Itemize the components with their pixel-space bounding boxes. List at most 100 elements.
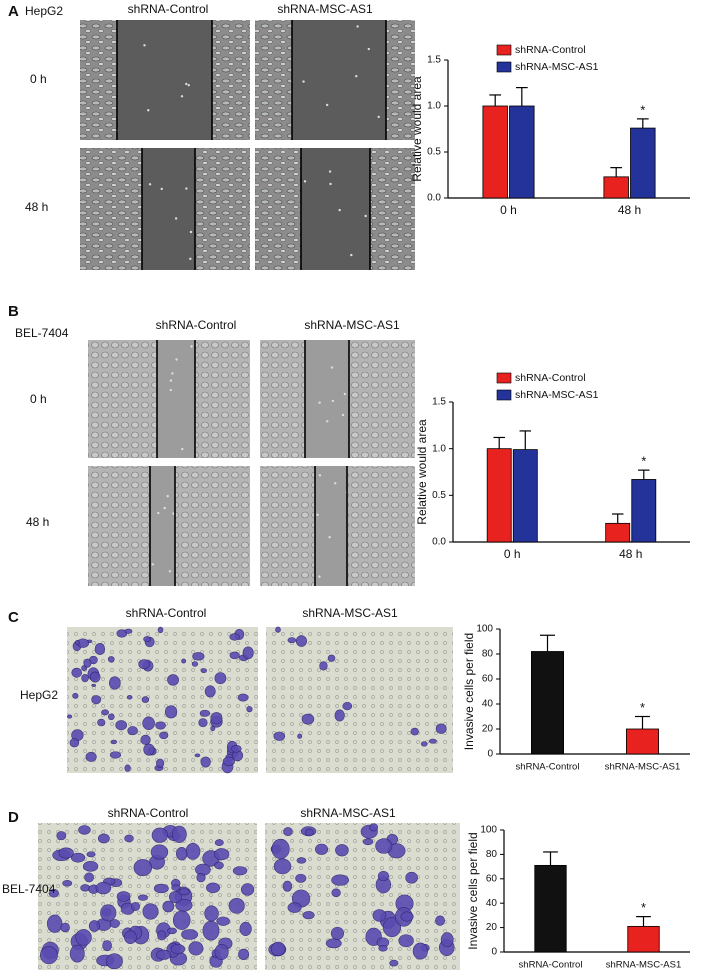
stained-cell [39, 946, 58, 965]
debris [190, 345, 193, 348]
debris [325, 103, 329, 107]
stained-cell [181, 658, 187, 664]
stained-cell [206, 882, 221, 893]
debris [180, 95, 184, 98]
stained-cell [375, 838, 393, 854]
stained-cell [198, 718, 208, 728]
stained-cell [62, 880, 73, 887]
bar [531, 651, 565, 755]
wound-gap [150, 466, 175, 586]
stained-cell [107, 713, 115, 721]
stained-cell [60, 922, 70, 933]
wound-gap [142, 148, 195, 270]
debris [172, 512, 175, 515]
stained-cell [172, 910, 191, 930]
stained-cell [97, 718, 106, 727]
stained-cell [420, 741, 428, 747]
debris [181, 447, 184, 451]
stained-cell [100, 904, 117, 922]
panel-label: A [8, 3, 19, 20]
stained-cell [155, 721, 166, 730]
stained-cell [153, 883, 169, 894]
stained-cell [164, 705, 178, 719]
stained-cell [196, 872, 206, 883]
panel-label: B [8, 303, 19, 320]
y-tick-label: 80 [486, 849, 498, 860]
stained-cell [58, 847, 74, 859]
debris [331, 399, 335, 403]
y-tick-label: 60 [486, 873, 498, 884]
stained-cell [305, 828, 314, 837]
stained-cell [362, 838, 374, 846]
debris [328, 170, 332, 173]
stained-cell [159, 731, 169, 740]
stained-cell [297, 733, 303, 739]
debris [364, 214, 367, 218]
x-tick-label: shRNA-MSC-AS1 [606, 960, 682, 971]
stained-cell [335, 844, 349, 857]
stained-cell [202, 920, 220, 941]
stained-cell [194, 753, 201, 758]
stained-cell [69, 944, 85, 963]
stained-cell [342, 702, 353, 711]
panel-label: C [8, 609, 19, 626]
legend-label: shRNA-Control [515, 372, 586, 384]
stained-cell [130, 901, 141, 911]
stained-cell [295, 873, 307, 883]
debris [330, 366, 334, 369]
stained-cell [171, 884, 181, 891]
debris [318, 401, 321, 404]
stained-cell [162, 900, 175, 913]
stained-cell [410, 727, 419, 736]
image-label: 0 h [30, 72, 47, 86]
stained-cell [287, 902, 302, 913]
stained-cell [142, 903, 159, 920]
debris [163, 506, 166, 510]
y-tick-label: 100 [480, 825, 497, 836]
debris [169, 388, 173, 392]
x-tick-label: 0 h [500, 203, 517, 217]
significance-mark: * [641, 454, 646, 469]
debris [367, 47, 370, 51]
stained-cell [107, 656, 115, 663]
image-label: 0 h [30, 392, 47, 406]
y-tick-label: 0.5 [427, 147, 441, 158]
debris [338, 208, 341, 212]
legend-swatch [496, 44, 512, 56]
stained-cell [192, 652, 205, 661]
stained-cell [271, 838, 290, 860]
stained-cell [157, 626, 164, 634]
stained-cell [200, 756, 211, 768]
bar [512, 449, 538, 543]
debris [160, 187, 163, 191]
stained-cell [150, 844, 169, 860]
stained-cell [94, 642, 106, 655]
wound-gap [157, 340, 195, 458]
debris [303, 180, 307, 183]
stained-cell [48, 888, 59, 898]
stained-cell [405, 871, 418, 884]
stained-cell [229, 651, 240, 660]
y-tick-label: 80 [482, 649, 494, 660]
stained-cell [75, 929, 92, 946]
debris [148, 183, 152, 186]
stained-cell [216, 916, 230, 926]
debris [326, 420, 329, 423]
stained-cell [56, 831, 67, 841]
stained-cell [109, 751, 122, 759]
image-label: BEL-7404 [2, 882, 56, 896]
bar [486, 448, 512, 543]
stained-cell [74, 639, 81, 645]
debris [171, 372, 174, 375]
stained-cell [91, 683, 96, 687]
y-tick-label: 40 [486, 898, 498, 909]
stained-cell [168, 891, 182, 904]
stained-cell [325, 938, 342, 949]
wound-gap [292, 20, 386, 140]
stained-cell [85, 751, 97, 762]
stained-cell [378, 945, 388, 952]
stained-cell [71, 667, 83, 678]
stained-cell [115, 720, 127, 731]
stained-cell [232, 866, 248, 876]
stained-cell [238, 948, 250, 961]
